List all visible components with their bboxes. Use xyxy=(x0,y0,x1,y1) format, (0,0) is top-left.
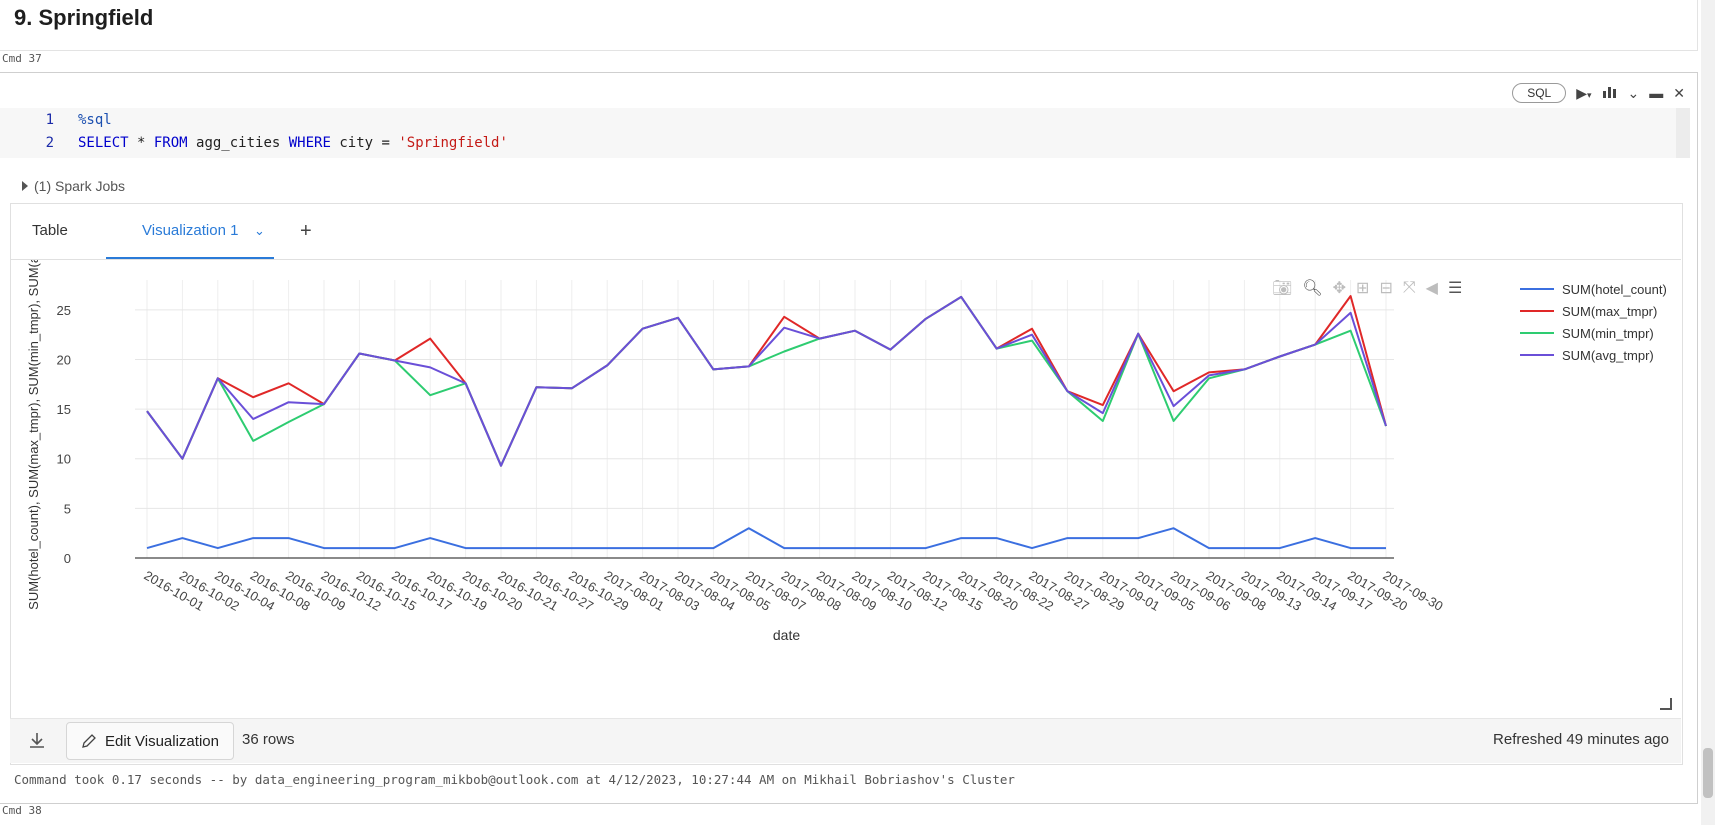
keyword: FROM xyxy=(153,135,188,151)
legend-item[interactable]: SUM(max_tmpr) xyxy=(1520,300,1667,322)
legend-label: SUM(min_tmpr) xyxy=(1562,325,1654,341)
line-number: 1 xyxy=(45,112,54,128)
hover-closest-icon[interactable]: ◀ xyxy=(1425,280,1438,297)
spark-jobs-toggle[interactable]: (1) Spark Jobs xyxy=(22,178,125,194)
results-footer: Edit Visualization 36 rows Refreshed 49 … xyxy=(10,718,1681,763)
code-text: agg_cities xyxy=(187,135,289,151)
hover-compare-icon[interactable]: ☰ xyxy=(1447,280,1463,297)
language-badge[interactable]: SQL xyxy=(1512,83,1567,103)
download-icon[interactable] xyxy=(27,730,47,750)
results-tabs: Table Visualization 1 ⌄ + xyxy=(10,203,1681,260)
chart-legend: SUM(hotel_count) SUM(max_tmpr) SUM(min_t… xyxy=(1520,278,1667,366)
cmd-label-prev: Cmd 37 xyxy=(2,52,42,65)
legend-label: SUM(avg_tmpr) xyxy=(1562,347,1654,363)
code-editor[interactable]: 1 %sql 2 SELECT * FROM agg_cities WHERE … xyxy=(0,108,1676,158)
code-line[interactable]: SELECT * FROM agg_cities WHERE city = 'S… xyxy=(78,135,508,151)
tab-visualization[interactable]: Visualization 1 ⌄ xyxy=(106,203,274,259)
close-icon[interactable]: ✕ xyxy=(1673,84,1685,101)
legend-item[interactable]: SUM(avg_tmpr) xyxy=(1520,344,1667,366)
legend-item[interactable]: SUM(hotel_count) xyxy=(1520,278,1667,300)
y-tick-label: 25 xyxy=(57,303,71,318)
run-icon[interactable]: ▶▾ xyxy=(1576,84,1592,101)
code-text: city = xyxy=(330,135,399,151)
resize-handle[interactable] xyxy=(1660,698,1672,710)
editor-scrollbar[interactable] xyxy=(1676,108,1690,158)
series-line-1 xyxy=(146,295,1387,467)
x-axis-label: date xyxy=(773,627,800,643)
cmd-label-next: Cmd 38 xyxy=(2,804,42,817)
edit-visualization-label: Edit Visualization xyxy=(105,732,219,750)
camera-icon[interactable]: 📷︎ xyxy=(1272,280,1293,297)
code-text: * xyxy=(128,135,154,151)
command-took-status: Command took 0.17 seconds -- by data_eng… xyxy=(14,772,1015,787)
zoom-in-icon[interactable]: ⊞ xyxy=(1356,280,1370,297)
line-number: 2 xyxy=(45,135,54,151)
magic-command: %sql xyxy=(78,112,112,128)
y-tick-label: 10 xyxy=(57,452,71,467)
tab-visualization-label: Visualization 1 xyxy=(142,222,239,239)
cell-toolbar: SQL ▶▾ ⌄ ▬ ✕ xyxy=(1512,82,1685,104)
legend-label: SUM(hotel_count) xyxy=(1562,281,1667,297)
legend-swatch xyxy=(1520,332,1554,334)
markdown-cell: 9. Springfield xyxy=(0,0,1698,51)
keyword: WHERE xyxy=(288,135,331,151)
edit-visualization-button[interactable]: Edit Visualization xyxy=(66,722,234,760)
line-chart: 05101520252016-10-012016-10-022016-10-04… xyxy=(26,242,1446,643)
chevron-down-icon[interactable]: ⌄ xyxy=(1627,84,1640,101)
series-line-0 xyxy=(146,527,1386,550)
page-scrollbar[interactable] xyxy=(1701,0,1715,825)
pan-icon[interactable]: ✥ xyxy=(1332,280,1347,297)
string-literal: 'Springfield' xyxy=(398,135,508,151)
page-scrollbar-thumb[interactable] xyxy=(1703,748,1713,798)
spark-jobs-label: (1) Spark Jobs xyxy=(34,178,126,194)
series-line-3 xyxy=(146,295,1387,467)
pencil-icon xyxy=(82,734,96,748)
row-count: 36 rows xyxy=(242,731,295,748)
chevron-down-icon[interactable]: ⌄ xyxy=(254,223,265,238)
refreshed-status: Refreshed 49 minutes ago xyxy=(1493,731,1669,748)
legend-swatch xyxy=(1520,354,1554,356)
y-tick-label: 5 xyxy=(64,501,71,516)
chart-area: 0 5 10 15 20 25 2016-10-01 2016-10-02 2016-10-04… xyxy=(10,242,1681,715)
chart-icon[interactable] xyxy=(1602,85,1618,102)
zoom-icon[interactable]: 🔍︎ xyxy=(1302,280,1323,297)
expand-triangle-icon xyxy=(22,181,28,191)
legend-swatch xyxy=(1520,288,1554,290)
y-axis-label: SUM(hotel_count), SUM(max_tmpr), SUM(min… xyxy=(26,260,41,610)
minimize-icon[interactable]: ▬ xyxy=(1649,85,1664,101)
y-tick-label: 20 xyxy=(57,352,71,367)
y-tick-label: 15 xyxy=(57,402,71,417)
legend-label: SUM(max_tmpr) xyxy=(1562,303,1658,319)
y-tick-label: 0 xyxy=(64,551,71,566)
autoscale-icon[interactable]: ⤧ xyxy=(1402,279,1416,296)
series-line-2 xyxy=(146,295,1387,467)
code-line[interactable]: %sql xyxy=(78,112,112,128)
zoom-out-icon[interactable]: ⊟ xyxy=(1379,280,1393,297)
section-title: 9. Springfield xyxy=(14,5,154,30)
legend-item[interactable]: SUM(min_tmpr) xyxy=(1520,322,1667,344)
keyword: SELECT xyxy=(78,135,129,151)
tab-table[interactable]: Table xyxy=(32,222,68,239)
add-visualization-button[interactable]: + xyxy=(300,220,312,242)
legend-swatch xyxy=(1520,310,1554,312)
chart-modebar: 📷︎ 🔍︎ ✥ ⊞ ⊟ ⤧ ◀ ☰ xyxy=(1272,278,1462,298)
